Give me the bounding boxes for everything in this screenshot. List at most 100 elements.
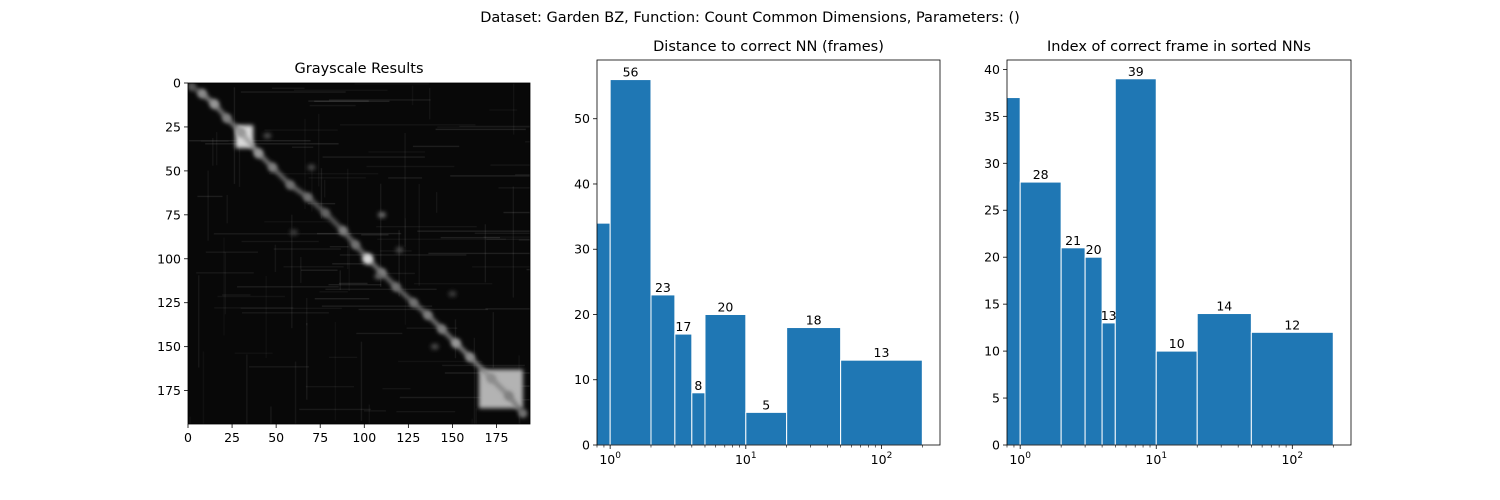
heatmap-streak — [339, 124, 476, 126]
distance-hist-title: Distance to correct NN (frames) — [653, 39, 884, 55]
heatmap-cells — [188, 83, 530, 474]
heatmap-diagonal-spot — [486, 373, 496, 383]
heatmap-streak — [329, 246, 349, 248]
index-hist-y-tick-label: 20 — [984, 250, 1000, 265]
heatmap-streak — [412, 145, 460, 148]
heatmap-spot — [289, 229, 298, 236]
heatmap-diagonal-spot — [423, 310, 433, 320]
heatmap-streak — [450, 175, 530, 177]
index-hist-bar-label: 13 — [1101, 308, 1117, 323]
heatmap-streak — [380, 183, 382, 288]
index-hist-y-tick-label: 30 — [984, 156, 1000, 171]
heatmap-streak — [398, 360, 483, 363]
heatmap-streak — [271, 87, 305, 89]
heatmap-diagonal-spot — [362, 253, 374, 265]
heatmap-streak — [428, 87, 431, 120]
heatmap-streak — [428, 252, 530, 255]
heatmap-diagonal-spot — [209, 99, 220, 109]
distance-hist-bar — [704, 313, 747, 445]
heatmap-streak — [318, 113, 320, 187]
heatmap-x-tick-label: 75 — [312, 430, 328, 445]
heatmap-streak — [300, 257, 302, 283]
heatmap-streak — [474, 232, 530, 235]
heatmap-streak — [205, 251, 258, 253]
heatmap-streak — [214, 307, 294, 309]
heatmap-spot — [430, 343, 439, 350]
heatmap-streak — [293, 89, 388, 91]
heatmap-streak — [226, 194, 228, 224]
heatmap-streak — [489, 109, 518, 111]
index-hist-title: Index of correct frame in sorted NNs — [1047, 39, 1311, 55]
index-hist-y-tick-label: 40 — [984, 62, 1000, 77]
heatmap-streak — [346, 168, 349, 269]
heatmap-streak — [361, 234, 389, 236]
heatmap-streak — [213, 233, 352, 235]
heatmap-diagonal-spot — [268, 162, 278, 172]
distance-hist-bar-label: 56 — [623, 65, 639, 80]
heatmap-streak — [328, 283, 382, 286]
distance-hist-bar-label: 17 — [675, 319, 691, 334]
distance-hist-y-tick-label: 10 — [574, 372, 590, 387]
index-hist-bar-label: 21 — [1065, 233, 1081, 248]
heatmap-streak — [268, 173, 379, 175]
distance-hist-bar — [674, 333, 693, 445]
index-hist-bar — [1019, 181, 1062, 445]
heatmap-streak — [485, 308, 530, 310]
heatmap-streak — [381, 272, 415, 275]
heatmap-streak — [322, 156, 425, 158]
distance-hist-y-tick-label: 0 — [582, 438, 590, 453]
heatmap-diagonal-spot — [222, 113, 232, 123]
heatmap-streak — [289, 424, 290, 443]
heatmap-streak — [306, 322, 308, 400]
distance-hist-y-tick-label: 40 — [574, 176, 590, 191]
heatmap-streak — [198, 275, 200, 368]
heatmap-streak — [306, 297, 308, 326]
heatmap-streak — [354, 83, 429, 85]
distance-hist-bar-label: 20 — [717, 299, 733, 314]
heatmap-streak — [309, 104, 356, 107]
index-hist-bar-label: 14 — [1216, 299, 1232, 314]
heatmap-streak — [189, 416, 191, 424]
distance-hist-bar-label: 5 — [762, 397, 770, 412]
heatmap-streak — [234, 352, 273, 354]
heatmap-y-tick-label: 75 — [165, 207, 181, 222]
heatmap-streak — [440, 236, 501, 239]
heatmap-streak — [223, 238, 224, 336]
heatmap-streak — [321, 305, 433, 307]
heatmap-streak — [197, 195, 223, 198]
heatmap-x-tick-label: 50 — [268, 430, 284, 445]
heatmap-streak — [242, 312, 329, 314]
heatmap-streak — [294, 361, 297, 424]
heatmap-streak — [332, 263, 365, 265]
heatmap-streak — [264, 129, 338, 131]
heatmap-streak — [335, 322, 336, 421]
heatmap-streak — [459, 125, 530, 128]
heatmap-streak — [314, 100, 390, 103]
heatmap-diagonal-spot — [321, 208, 330, 218]
distance-hist-bar — [745, 411, 788, 445]
heatmap-streak — [200, 140, 229, 142]
heatmap-streak — [203, 352, 204, 474]
heatmap-streak — [388, 177, 423, 179]
heatmap-diagonal-spot — [518, 409, 528, 418]
heatmap-spot — [395, 246, 404, 253]
heatmap-diagonal-spot — [391, 282, 401, 292]
index-hist-bar-label: 39 — [1128, 64, 1144, 79]
heatmap-x-tick-label: 150 — [441, 430, 465, 445]
heatmap-streak — [473, 337, 476, 424]
heatmap-x-tick-label: 175 — [485, 430, 509, 445]
distance-hist-bar-label: 18 — [806, 313, 822, 328]
index-hist-bar — [1196, 313, 1252, 445]
heatmap-streak — [525, 141, 530, 143]
heatmap-streak — [526, 268, 530, 271]
heatmap-y-tick-label: 0 — [173, 76, 181, 91]
heatmap-streak — [396, 410, 456, 413]
heatmap-streak — [215, 132, 218, 166]
heatmap-streak — [490, 164, 530, 166]
heatmap-streak — [328, 356, 358, 359]
heatmap-streak — [366, 165, 455, 168]
index-hist-x-tick-label: 102 — [1281, 451, 1303, 467]
heatmap-streak — [379, 250, 412, 252]
heatmap-diagonal-spot — [437, 324, 447, 334]
